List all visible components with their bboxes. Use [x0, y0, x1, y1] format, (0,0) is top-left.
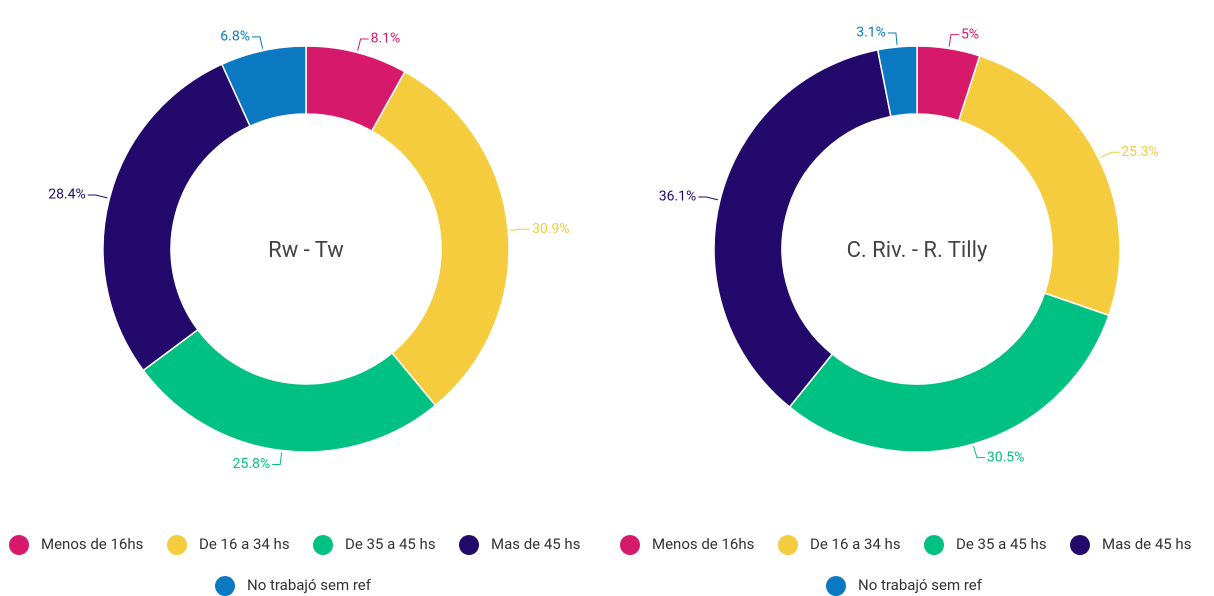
legend-label: Menos de 16hs: [41, 535, 143, 553]
legend-swatch: [924, 535, 944, 555]
value-label: 6.8%: [220, 29, 250, 45]
legend-swatch: [215, 576, 235, 596]
legend-label: De 35 a 45 hs: [345, 535, 436, 553]
donut-slice: [876, 45, 918, 118]
leader-line: [251, 36, 264, 49]
value-label: 25.3%: [1121, 144, 1159, 160]
legend-label: Mas de 45 hs: [491, 535, 580, 553]
donut-slice: [788, 292, 1110, 453]
legend-label: De 16 a 34 hs: [810, 535, 901, 553]
legend-swatch: [778, 535, 798, 555]
legend-swatch: [313, 535, 333, 555]
legend-swatch: [620, 535, 640, 555]
donut-slice: [220, 45, 307, 128]
leader-line: [1100, 151, 1120, 159]
leader-line: [87, 194, 108, 199]
legend-swatch: [1070, 535, 1090, 555]
value-label: 30.5%: [987, 449, 1025, 465]
legend-label: Menos de 16hs: [652, 535, 754, 553]
legend-label: De 16 a 34 hs: [199, 535, 290, 553]
value-label: 36.1%: [659, 189, 697, 205]
value-label: 3.1%: [856, 25, 886, 41]
value-label: 30.9%: [532, 221, 570, 237]
leader-line: [948, 34, 959, 47]
leader-line: [973, 445, 985, 459]
legend-swatch: [167, 535, 187, 555]
legend-label: No trabajó sem ref: [858, 576, 983, 594]
legend-swatch: [826, 576, 846, 596]
legend-label: Mas de 45 hs: [1102, 535, 1191, 553]
legend-label: No trabajó sem ref: [247, 576, 372, 594]
leader-line: [510, 228, 531, 231]
donut-slice: [102, 63, 252, 372]
donut-slice: [713, 48, 892, 409]
chart-title: Rw - Tw: [268, 238, 344, 263]
donut-slice: [370, 70, 510, 407]
value-label: 5%: [961, 26, 979, 42]
value-label: 8.1%: [371, 31, 401, 47]
legend-swatch: [9, 535, 29, 555]
legend-label: De 35 a 45 hs: [956, 535, 1047, 553]
value-label: 28.4%: [48, 187, 86, 203]
leader-line: [357, 38, 369, 51]
leader-line: [698, 196, 719, 201]
donut-slice: [957, 54, 1121, 317]
legend-swatch: [459, 535, 479, 555]
chart-title: C. Riv. - R. Tilly: [847, 238, 988, 263]
value-label: 25.8%: [233, 456, 271, 472]
leader-line: [887, 32, 898, 46]
leader-line: [272, 452, 283, 465]
donut-slice: [142, 328, 437, 453]
